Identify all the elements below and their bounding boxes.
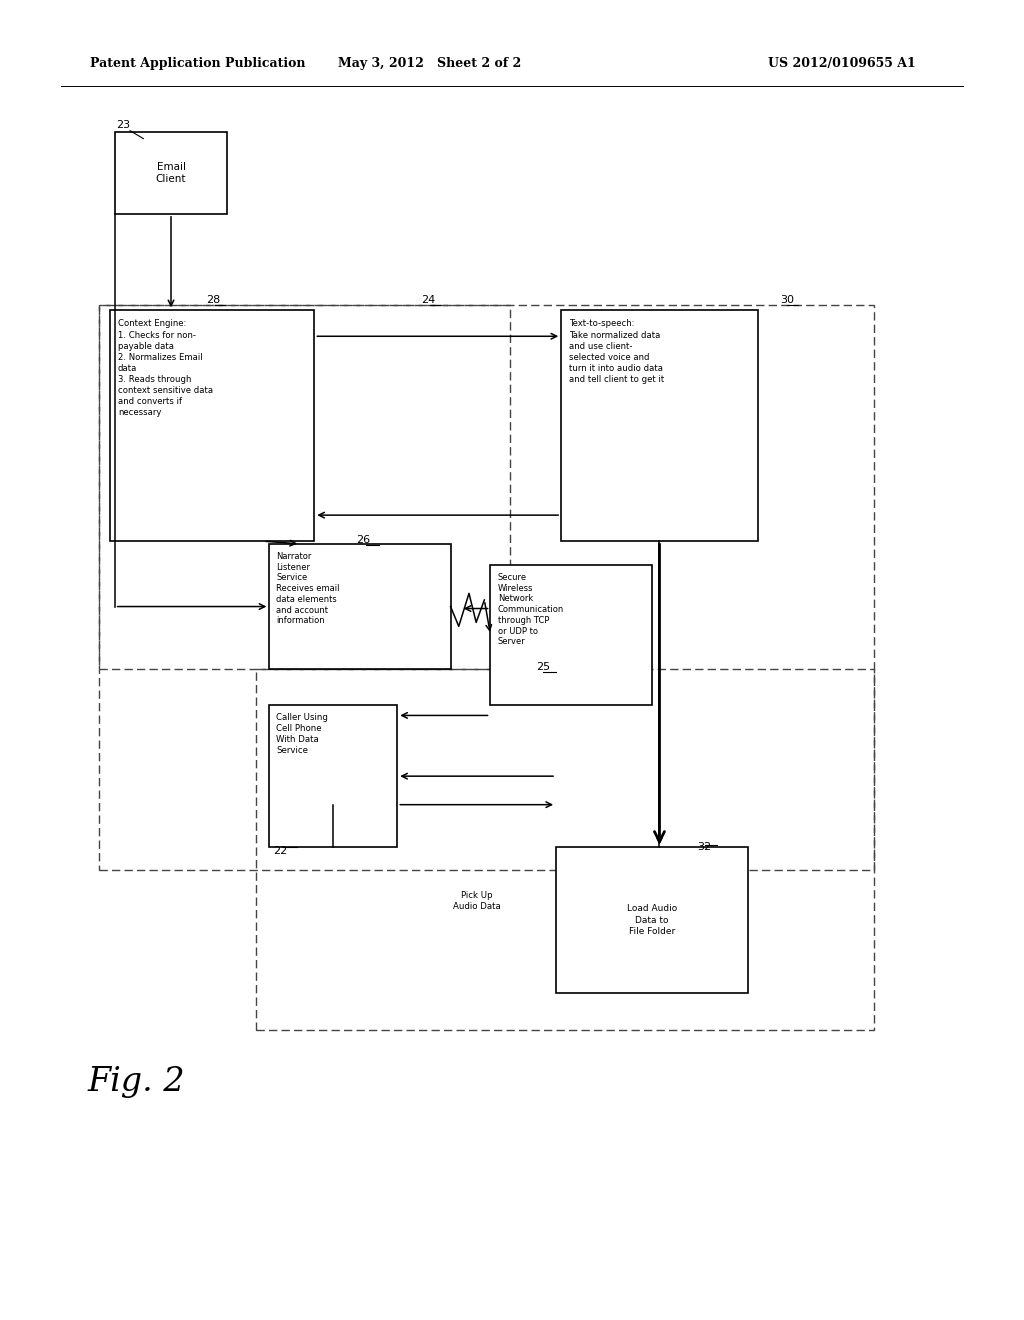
Text: 24: 24 — [421, 294, 435, 305]
Bar — [561, 310, 758, 541]
Bar — [99, 305, 874, 870]
Text: Caller Using
Cell Phone
With Data
Service: Caller Using Cell Phone With Data Servic… — [276, 713, 329, 755]
Text: Load Audio
Data to
File Folder: Load Audio Data to File Folder — [627, 904, 677, 936]
Bar — [110, 310, 314, 541]
Text: US 2012/0109655 A1: US 2012/0109655 A1 — [768, 57, 915, 70]
Text: Narrator
Listener
Service
Receives email
data elements
and account
information: Narrator Listener Service Receives email… — [276, 552, 340, 626]
Bar — [256, 669, 874, 1030]
Text: Pick Up
Audio Data: Pick Up Audio Data — [454, 891, 501, 911]
Text: 25: 25 — [536, 661, 550, 672]
Text: 22: 22 — [273, 846, 288, 857]
Text: Email
Client: Email Client — [156, 162, 186, 183]
Text: Patent Application Publication: Patent Application Publication — [90, 57, 305, 70]
Text: Context Engine:
1. Checks for non-
payable data
2. Normalizes Email
data
3. Read: Context Engine: 1. Checks for non- payab… — [118, 319, 213, 417]
Text: 23: 23 — [116, 120, 130, 131]
Text: 26: 26 — [356, 535, 371, 545]
Text: 28: 28 — [206, 294, 220, 305]
Text: 30: 30 — [780, 294, 795, 305]
Bar — [269, 544, 451, 669]
Bar — [115, 132, 227, 214]
Text: Fig. 2: Fig. 2 — [87, 1067, 184, 1098]
Bar — [556, 847, 748, 993]
Text: 32: 32 — [697, 842, 712, 853]
Bar — [490, 565, 652, 705]
Text: Secure
Wireless
Network
Communication
through TCP
or UDP to
Server: Secure Wireless Network Communication th… — [498, 573, 564, 647]
Bar — [99, 305, 510, 669]
Bar — [269, 705, 397, 847]
Text: Text-to-speech:
Take normalized data
and use client-
selected voice and
turn it : Text-to-speech: Take normalized data and… — [569, 319, 665, 384]
Text: May 3, 2012   Sheet 2 of 2: May 3, 2012 Sheet 2 of 2 — [339, 57, 521, 70]
